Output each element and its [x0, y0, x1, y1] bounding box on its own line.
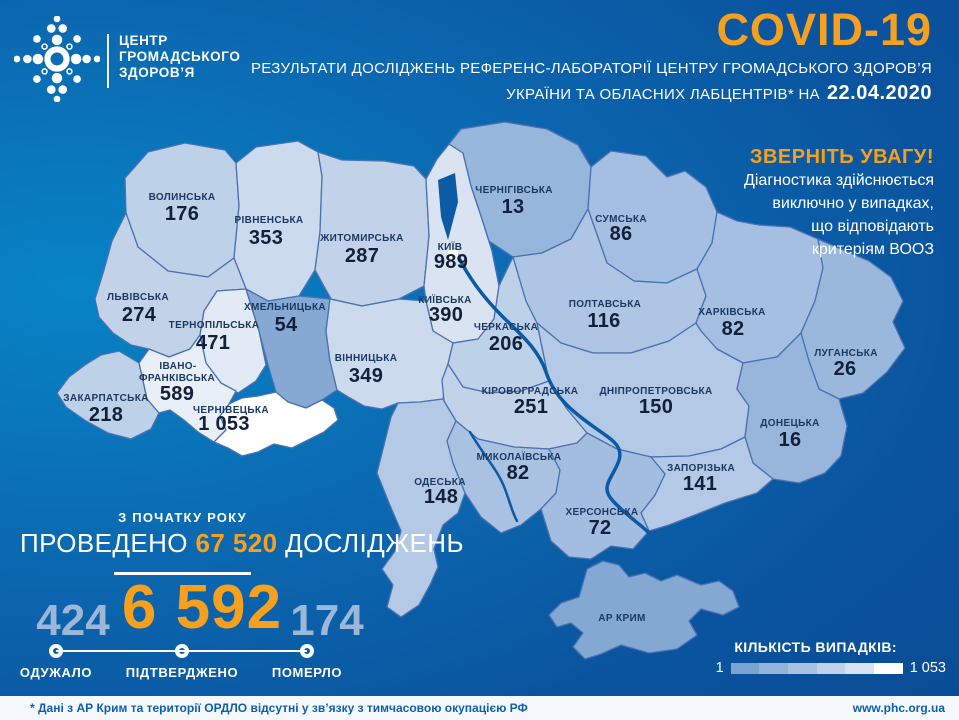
region-zakarpattia: [56, 350, 160, 440]
tests-suffix: ДОСЛІДЖЕНЬ: [285, 528, 464, 558]
tests-prefix: ПРОВЕДЕНО: [20, 528, 188, 558]
notice-line: Діагностика здійснюється: [744, 172, 934, 189]
phc-logo-icon: [14, 16, 100, 102]
legend-max-value: 1 053: [909, 660, 946, 676]
recovered-label: ОДУЖАЛО: [19, 665, 93, 680]
logo-wordmark: ЦЕНТР ГРОМАДСЬКОГО ЗДОРОВ’Я: [119, 33, 240, 81]
logo-line: ЦЕНТР: [119, 33, 168, 48]
legend-gradient-bar: [730, 662, 903, 674]
timeline-dot-recovered: [49, 644, 63, 658]
logo-divider: [107, 34, 109, 88]
footer-website: www.phc.org.ua: [852, 701, 945, 715]
recovered-value: 424: [36, 596, 110, 645]
buh-river: [468, 430, 519, 523]
died-label: ПОМЕРЛО: [271, 665, 343, 680]
timeline-dot-died: [300, 644, 314, 658]
region-crimea: [548, 560, 740, 660]
page-title: COVID-19: [716, 4, 932, 55]
tests-total-line: ПРОВЕДЕНО 67 520 ДОСЛІДЖЕНЬ: [20, 528, 464, 559]
map-regions: [56, 121, 906, 660]
legend-color-segment: [788, 662, 817, 674]
logo-line: ГРОМАДСЬКОГО: [119, 49, 241, 64]
legend-min-value: 1: [715, 660, 724, 676]
region-chernivtsi: [213, 391, 339, 457]
dnipro-river: [453, 248, 650, 534]
header-title-block: COVID-19 РЕЗУЛЬТАТИ ДОСЛІДЖЕНЬ РЕФЕРЕНС-…: [251, 6, 932, 105]
region-zhytomyr: [314, 151, 430, 307]
kyiv-reservoir: [438, 173, 458, 240]
legend-color-segment: [845, 662, 875, 674]
region-mykolaiv: [446, 420, 561, 534]
confirmed-value: 6 592: [121, 573, 283, 642]
period-label: З ПОЧАТКУ РОКУ: [118, 510, 247, 525]
subtitle-text: УКРАЇНИ ТА ОБЛАСНИХ ЛАБЦЕНТРІВ* НА: [506, 86, 820, 103]
footer-bar: * Дані з АР Крим та території ОРДЛО відс…: [0, 696, 959, 720]
stats-block: З ПОЧАТКУ РОКУ ПРОВЕДЕНО 67 520 ДОСЛІДЖЕ…: [20, 510, 464, 680]
region-luhansk: [800, 238, 906, 400]
notice-line: критеріям ВООЗ: [811, 241, 934, 258]
report-date: 22.04.2020: [826, 82, 932, 104]
confirmed-label: ПІДТВЕРДЖЕНО: [125, 665, 239, 680]
legend-row: 1 1 053: [716, 660, 946, 676]
died-value: 174: [290, 596, 364, 645]
stats-divider: [114, 572, 251, 575]
legend-color-segment: [759, 662, 789, 674]
subtitle-line-1: РЕЗУЛЬТАТИ ДОСЛІДЖЕНЬ РЕФЕРЕНС-ЛАБОРАТОР…: [250, 60, 932, 77]
notice-title: ЗВЕРНІТЬ УВАГУ!: [749, 146, 934, 168]
notice-line: виключно у випадках,: [772, 195, 934, 212]
legend-color-segment: [816, 662, 846, 674]
timeline-dot-confirmed: [175, 644, 189, 658]
subtitle-line-2: УКРАЇНИ ТА ОБЛАСНИХ ЛАБЦЕНТРІВ* НА 22.04…: [251, 82, 932, 105]
logo-line: ЗДОРОВ’Я: [119, 65, 195, 80]
region-khmelnytskyi: [245, 288, 338, 409]
notice-block: ЗВЕРНІТЬ УВАГУ! Діагностика здійснюється…: [744, 146, 934, 261]
legend-title: КІЛЬКІСТЬ ВИПАДКІВ:: [734, 639, 897, 655]
region-donetsk: [736, 332, 848, 484]
legend-color-segment: [874, 662, 903, 674]
footer-note: * Дані з АР Крим та території ОРДЛО відс…: [30, 701, 528, 715]
region-rivne: [233, 140, 323, 302]
region-kherson: [540, 432, 666, 560]
notice-line: що відповідають: [811, 218, 934, 235]
tests-total-value: 67 520: [195, 528, 278, 558]
legend-color-segment: [730, 662, 760, 674]
kyiv-city-dot: [447, 248, 459, 260]
